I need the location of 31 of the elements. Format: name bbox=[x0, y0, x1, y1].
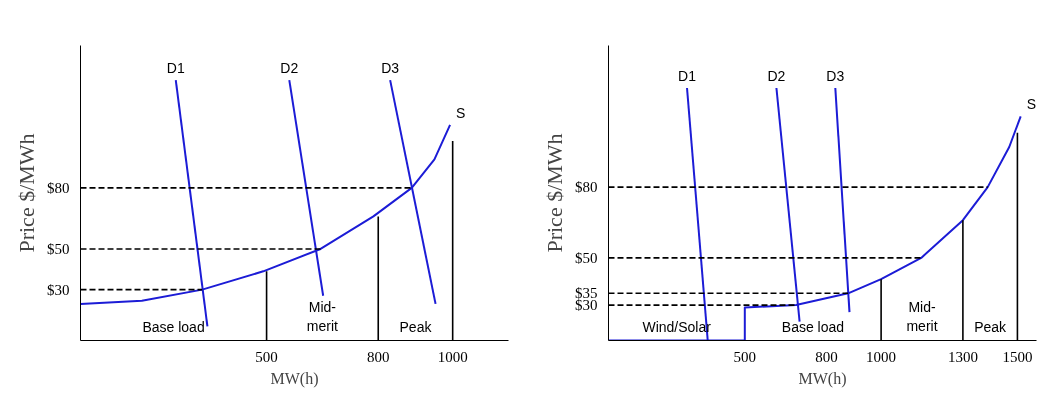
y-tick-label: $30 bbox=[47, 281, 70, 298]
x-axis-title: MW(h) bbox=[798, 369, 847, 388]
x-tick-label: 500 bbox=[733, 348, 757, 365]
annotation: Peak bbox=[974, 318, 1008, 335]
series-label: D3 bbox=[826, 67, 845, 84]
series-label: S bbox=[1026, 96, 1037, 113]
annotation: Mid- merit bbox=[906, 299, 938, 335]
x-tick-label: 800 bbox=[815, 348, 838, 365]
x-tick-label: 1300 bbox=[947, 348, 978, 365]
annotation: Base load bbox=[142, 318, 205, 335]
annotation: Peak bbox=[399, 318, 433, 335]
annotation: Base load bbox=[781, 318, 845, 335]
y-tick-label: $80 bbox=[575, 179, 598, 196]
x-tick-label: 500 bbox=[255, 348, 278, 365]
series-label: D1 bbox=[166, 60, 185, 77]
x-tick-label: 1000 bbox=[437, 348, 468, 365]
y-axis-title: Price $/MWh bbox=[14, 133, 39, 253]
y-tick-label: $50 bbox=[47, 240, 70, 257]
series-label: D2 bbox=[767, 67, 786, 84]
series-label: D1 bbox=[678, 67, 697, 84]
annotation: Mid- merit bbox=[306, 299, 339, 335]
series-label: D2 bbox=[280, 60, 299, 77]
series-label: S bbox=[456, 104, 466, 121]
y-tick-label: $50 bbox=[575, 249, 598, 266]
x-tick-label: 1500 bbox=[1002, 348, 1033, 365]
y-tick-label: $80 bbox=[47, 179, 70, 196]
y-axis-title: Price $/MWh bbox=[542, 133, 567, 253]
x-tick-label: 800 bbox=[366, 348, 390, 365]
x-axis-title: MW(h) bbox=[270, 369, 319, 388]
x-tick-label: 1000 bbox=[866, 348, 897, 365]
series-label: D3 bbox=[381, 60, 400, 77]
